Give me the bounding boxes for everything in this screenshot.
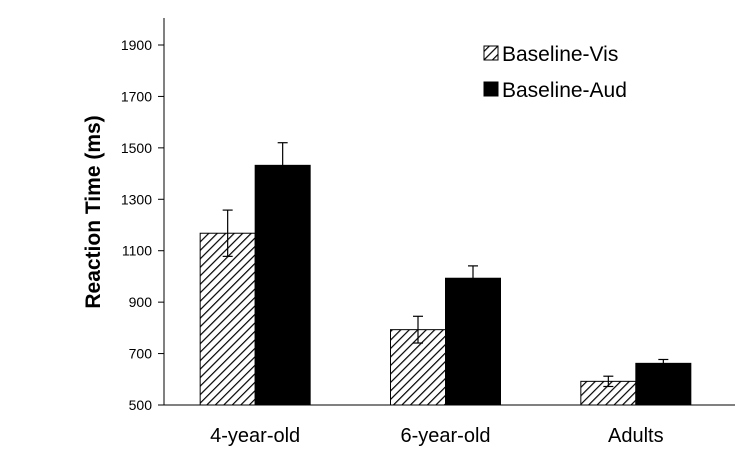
- y-tick-label: 1900: [121, 37, 152, 53]
- bar-baseline-aud-adults: [636, 363, 691, 405]
- y-tick-label: 900: [129, 294, 153, 310]
- y-tick-label: 500: [129, 397, 153, 413]
- y-tick-label: 1100: [122, 243, 152, 259]
- y-tick-label: 1500: [121, 140, 152, 156]
- legend: Baseline-Vis Baseline-Aud: [484, 43, 627, 102]
- bar-baseline-aud-6-year-old: [446, 278, 501, 405]
- category-labels: 4-year-old 6-year-old Adults: [210, 425, 663, 447]
- y-tick-label: 700: [129, 346, 153, 362]
- category-label: 6-year-old: [400, 425, 490, 447]
- legend-swatch-baseline-vis: [484, 46, 498, 60]
- bars: [200, 165, 691, 405]
- y-axis-label: Reaction Time (ms): [82, 115, 105, 308]
- bar-baseline-aud-4-year-old: [255, 165, 310, 405]
- category-label: Adults: [608, 425, 664, 447]
- bar-baseline-vis-4-year-old: [200, 233, 255, 405]
- legend-swatch-baseline-aud: [484, 82, 498, 96]
- y-tick-label: 1700: [121, 88, 152, 104]
- y-tick-label: 1300: [121, 191, 152, 207]
- legend-label-baseline-aud: Baseline-Aud: [502, 79, 627, 102]
- y-ticks: 500 700 900 1100 1300 1500 1700 1900: [121, 37, 164, 413]
- category-label: 4-year-old: [210, 425, 300, 447]
- legend-label-baseline-vis: Baseline-Vis: [502, 43, 618, 66]
